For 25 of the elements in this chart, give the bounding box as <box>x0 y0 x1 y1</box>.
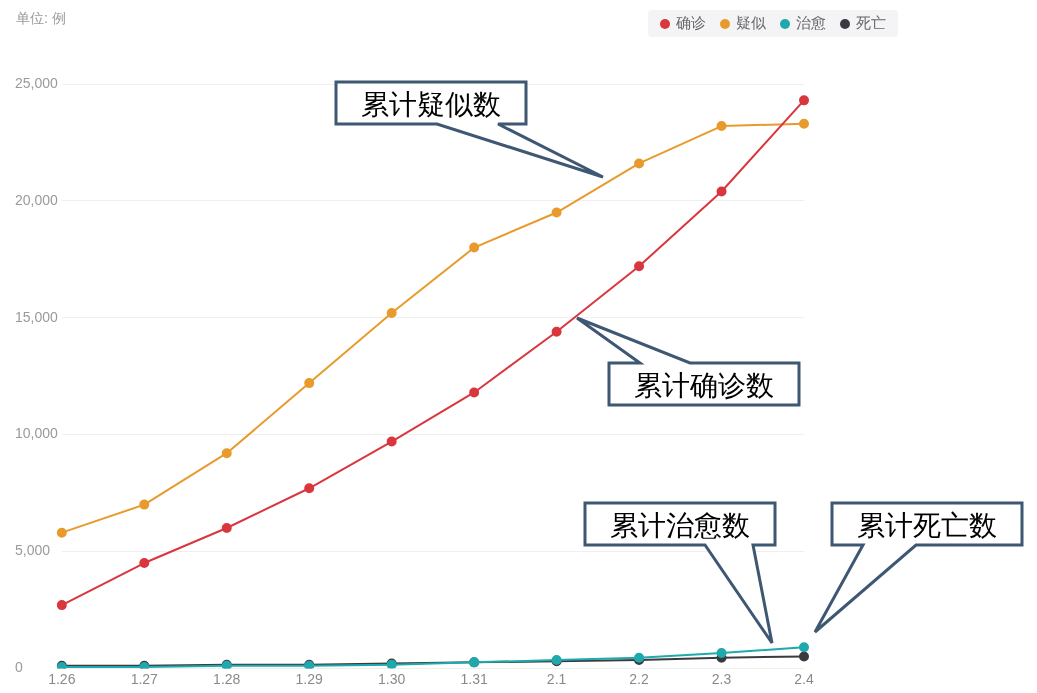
x-tick-label: 2.4 <box>794 671 814 688</box>
y-tick-label: 20,000 <box>15 191 59 208</box>
legend-label: 治愈 <box>796 14 826 33</box>
x-tick-label: 1.28 <box>213 671 241 688</box>
x-tick-label: 1.31 <box>460 671 488 688</box>
x-tick-label: 1.30 <box>378 671 406 688</box>
y-axis-title: 单位: 例 <box>16 10 66 28</box>
x-tick-label: 2.2 <box>629 671 650 688</box>
x-tick-label: 1.29 <box>295 671 324 688</box>
annotation: 累计疑似数 <box>361 88 501 120</box>
x-tick-label: 2.3 <box>711 671 732 688</box>
annotation: 累计治愈数 <box>610 509 750 541</box>
x-tick-label: 2.1 <box>546 671 567 688</box>
text: 累计死亡数 <box>857 509 997 541</box>
y-tick-label: 5,000 <box>15 542 51 559</box>
legend-label: 疑似 <box>736 14 766 33</box>
legend-label: 确诊 <box>676 14 706 33</box>
x-tick-label: 1.27 <box>130 671 159 688</box>
y-tick-label: 25,000 <box>15 74 59 91</box>
y-tick-label: 0 <box>15 659 23 676</box>
legend-label: 死亡 <box>856 14 886 33</box>
y-tick-label: 10,000 <box>15 425 59 442</box>
x-tick-label: 1.26 <box>48 671 76 688</box>
y-tick-label: 15,000 <box>15 308 59 325</box>
annotation: 累计确诊数 <box>634 369 774 401</box>
